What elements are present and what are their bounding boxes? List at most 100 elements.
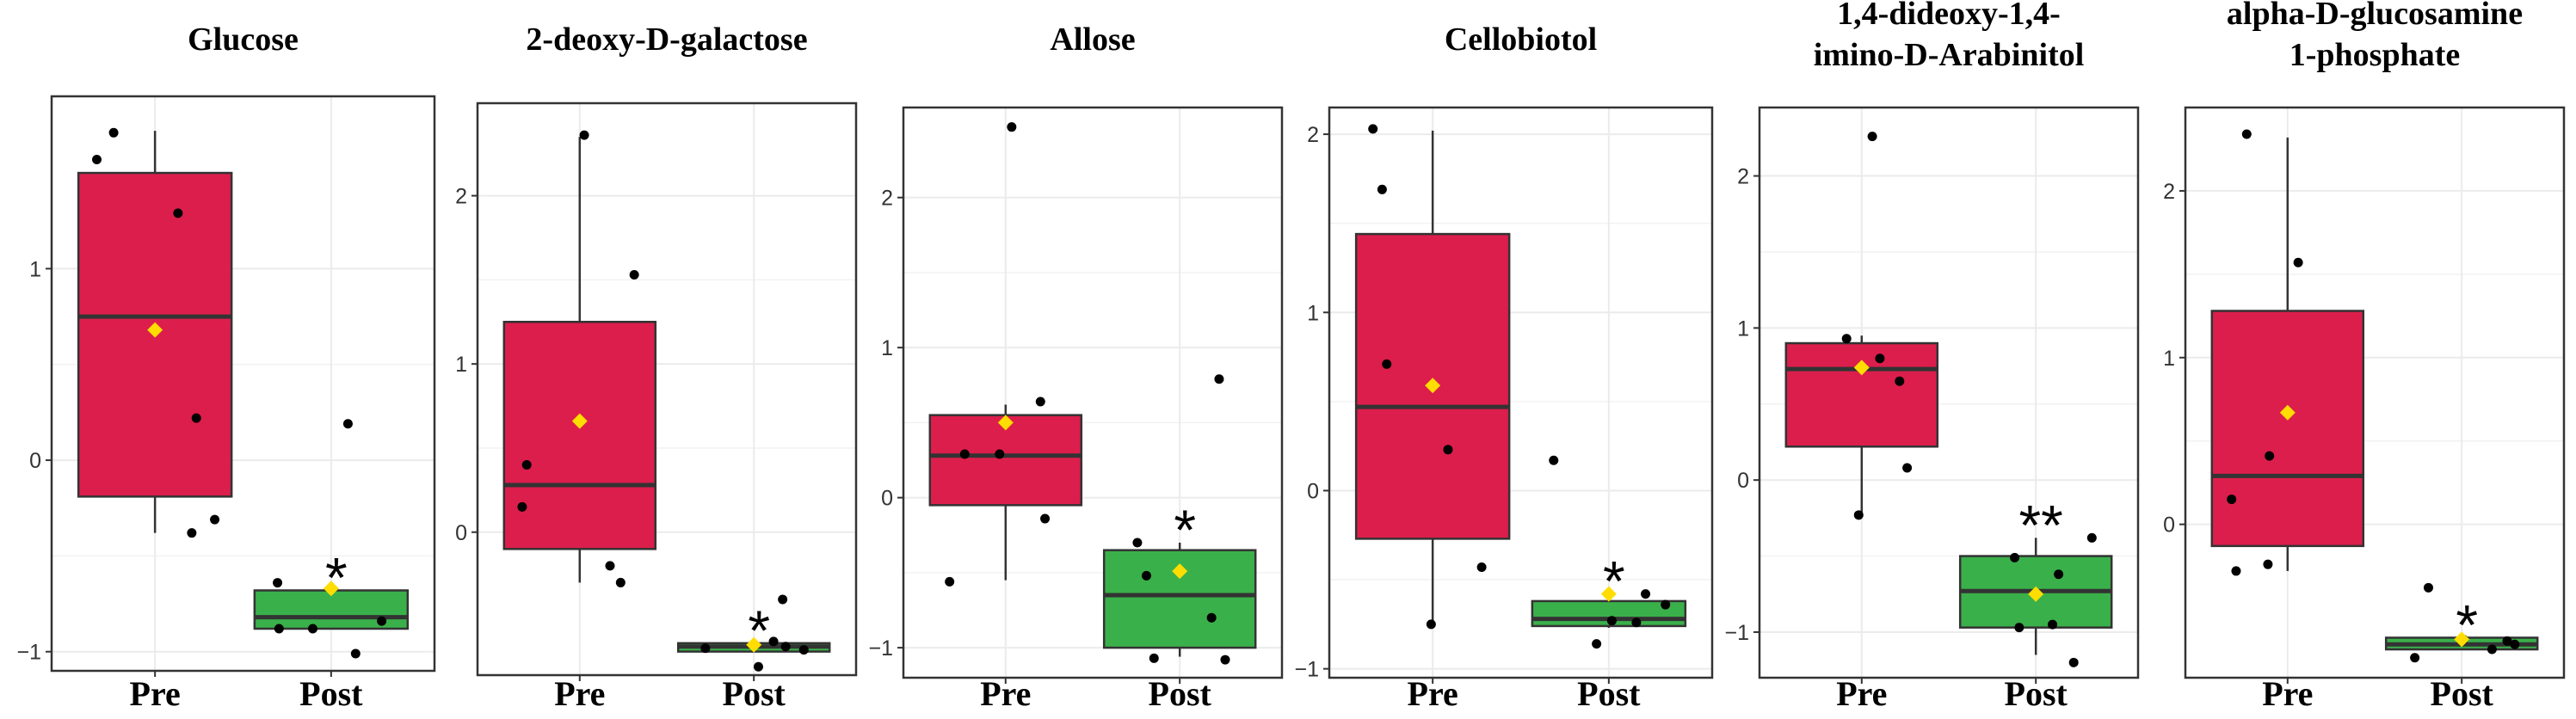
significance-marker: *	[2456, 593, 2478, 656]
data-point	[1377, 184, 1387, 194]
x-tick-label-post: Post	[723, 674, 786, 713]
panel-frame	[476, 101, 858, 677]
data-point	[173, 208, 183, 218]
x-tick-label-post: Post	[299, 674, 363, 713]
iqr-box	[1784, 341, 1939, 448]
box-post	[676, 594, 831, 672]
mean-marker	[1853, 360, 1870, 376]
data-point	[2487, 644, 2497, 654]
data-point	[1606, 616, 1617, 626]
data-point	[191, 413, 201, 423]
mean-marker	[147, 322, 163, 338]
data-point	[798, 645, 809, 655]
data-point	[1631, 618, 1642, 628]
y-tick-label: 1	[1307, 301, 1319, 325]
data-point	[2241, 129, 2252, 139]
panel-frame	[1328, 106, 1714, 679]
data-point	[1853, 510, 1864, 520]
data-point	[2227, 495, 2237, 505]
panel-title: imino-D-Arabinitol	[1814, 37, 2085, 73]
x-tick-label-pre: Pre	[1836, 674, 1887, 713]
data-point	[615, 577, 626, 587]
y-tick-label: −1	[1294, 658, 1319, 682]
panel-title: Glucose	[188, 22, 299, 58]
y-tick-label: 2	[455, 185, 467, 209]
panel-2: 0 1 2 * Pre Post 2-deoxy-D-galactose	[455, 22, 858, 713]
significance-marker: **	[2019, 493, 2063, 556]
significance-marker: *	[1603, 550, 1625, 613]
x-tick-label-pre: Pre	[130, 674, 181, 713]
panel-frame	[2184, 106, 2566, 679]
data-point	[1040, 513, 1051, 524]
data-point	[1592, 639, 1602, 649]
mean-marker	[1172, 563, 1188, 580]
data-point	[1841, 334, 1852, 344]
data-point	[273, 578, 283, 588]
box-post	[253, 419, 410, 659]
data-point	[1132, 538, 1143, 548]
mean-marker	[997, 415, 1014, 431]
iqr-box	[2210, 310, 2365, 548]
y-tick-label: 1	[455, 353, 467, 377]
y-tick-label: 2	[1307, 123, 1319, 147]
data-point	[1875, 353, 1885, 364]
mean-marker	[1600, 586, 1617, 602]
data-point	[2265, 451, 2275, 461]
data-point	[2231, 566, 2241, 576]
box-pre	[928, 122, 1083, 587]
x-tick-label-post: Post	[2431, 674, 2494, 713]
panel-title: 2-deoxy-D-galactose	[526, 22, 807, 58]
box-pre	[502, 130, 657, 587]
data-point	[1141, 570, 1151, 581]
data-point	[1035, 396, 1045, 407]
box-pre	[2210, 129, 2365, 576]
data-point	[2502, 636, 2512, 646]
box-pre	[1784, 132, 1939, 520]
x-tick-label-post: Post	[1149, 674, 1212, 713]
data-point	[1867, 132, 1877, 142]
y-tick-label: 0	[455, 521, 467, 545]
data-point	[2410, 653, 2420, 663]
data-point	[2054, 569, 2064, 580]
data-point	[108, 127, 119, 138]
panel-frame	[902, 106, 1284, 679]
data-point	[92, 154, 102, 164]
data-point	[350, 648, 361, 659]
y-tick-label: −1	[868, 636, 893, 661]
x-tick-label-post: Post	[1577, 674, 1641, 713]
data-point	[274, 624, 284, 634]
data-point	[517, 501, 527, 512]
iqr-box	[928, 414, 1083, 507]
data-point	[959, 449, 970, 459]
y-tick-label: 1	[881, 336, 893, 360]
data-point	[2510, 639, 2520, 649]
panel-5: −1 0 1 2 ** Pre Post 1,4-dideoxy-1,4- imino-D-Ar…	[1724, 0, 2140, 713]
data-point	[2010, 552, 2020, 562]
y-tick-label: 0	[29, 449, 41, 473]
data-point	[2293, 257, 2303, 267]
data-point	[1368, 124, 1378, 134]
y-tick-label: 2	[881, 187, 893, 211]
y-tick-label: 2	[2163, 180, 2175, 204]
data-point	[1895, 376, 1905, 386]
panel-6: 0 1 2 * Pre Post alpha-D-glucosamine 1-phosphat…	[2163, 0, 2566, 713]
data-point	[1220, 654, 1230, 665]
data-point	[780, 642, 791, 652]
y-tick-label: −1	[1724, 621, 1749, 645]
x-tick-label-pre: Pre	[554, 674, 605, 713]
y-tick-label: 0	[1307, 479, 1319, 503]
mean-marker	[2279, 404, 2296, 421]
data-point	[1476, 562, 1487, 573]
significance-marker: *	[1174, 498, 1196, 562]
y-tick-label: 0	[881, 487, 893, 511]
panel-title: alpha-D-glucosamine	[2227, 0, 2523, 32]
y-tick-label: 1	[2163, 347, 2175, 371]
box-pre	[1354, 124, 1511, 630]
panel-4: −1 0 1 2 * Pre Post Cellobiotol	[1294, 22, 1714, 713]
x-tick-label-pre: Pre	[1408, 674, 1458, 713]
data-point	[629, 270, 639, 280]
data-point	[2014, 623, 2024, 633]
data-point	[700, 643, 711, 654]
data-point	[995, 449, 1005, 459]
